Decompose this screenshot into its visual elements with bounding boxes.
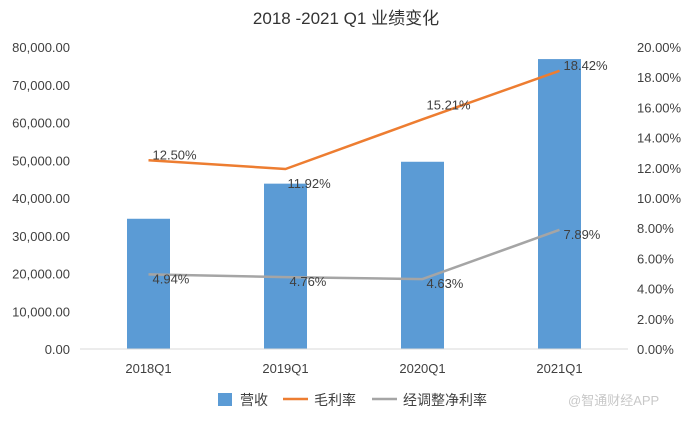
ratio-lines <box>148 69 560 281</box>
data-labels: 12.50% 11.92% 15.21% 18.42% 4.94% 4.76% 4.63% 7… <box>153 58 609 291</box>
right-tick-label: 6.00% <box>637 251 674 266</box>
legend-swatch-revenue <box>218 393 232 406</box>
legend-label-gross-margin: 毛利率 <box>314 392 356 408</box>
data-label: 4.76% <box>290 274 327 289</box>
right-tick-label: 2.00% <box>637 312 674 327</box>
right-tick-label: 20.00% <box>637 40 682 55</box>
left-tick-label: 80,000.00 <box>12 40 70 55</box>
legend-label-revenue: 营收 <box>240 392 268 408</box>
revenue-bar-2020Q1 <box>401 161 444 349</box>
left-tick-label: 50,000.00 <box>12 153 70 168</box>
data-label: 11.92% <box>288 176 332 191</box>
data-label: 12.50% <box>153 147 198 162</box>
left-tick-label: 40,000.00 <box>12 191 70 206</box>
right-tick-label: 12.00% <box>637 161 682 176</box>
data-label: 18.42% <box>564 58 609 73</box>
left-y-axis: 0.00 10,000.00 20,000.00 30,000.00 40,000.00… <box>12 40 70 357</box>
right-y-axis: 0.00% 2.00% 4.00% 6.00% 8.00% 10.00% 12.00% 14.… <box>637 40 682 357</box>
data-label: 15.21% <box>427 97 472 112</box>
left-tick-label: 10,000.00 <box>12 304 70 319</box>
left-tick-label: 30,000.00 <box>12 229 70 244</box>
left-tick-label: 60,000.00 <box>12 116 70 131</box>
left-tick-label: 0.00 <box>45 342 70 357</box>
x-tick-label: 2020Q1 <box>399 361 445 376</box>
right-tick-label: 14.00% <box>637 131 682 146</box>
line-series-gross-margin <box>148 69 560 171</box>
x-tick-label: 2019Q1 <box>262 361 308 376</box>
right-tick-label: 10.00% <box>637 191 682 206</box>
revenue-bar-2018Q1 <box>127 218 170 349</box>
chart-title: 2018 -2021 Q1 业绩变化 <box>253 9 439 28</box>
data-label: 7.89% <box>564 227 601 242</box>
data-label: 4.94% <box>153 271 190 286</box>
legend: 营收 毛利率 经调整净利率 <box>218 392 487 408</box>
watermark: @智通财经APP <box>568 393 659 408</box>
right-tick-label: 16.00% <box>637 100 682 115</box>
right-tick-label: 0.00% <box>637 342 674 357</box>
x-axis-ticks: 2018Q1 2019Q1 2020Q1 2021Q1 <box>125 361 582 376</box>
revenue-bars <box>127 59 581 350</box>
data-label: 4.63% <box>427 276 464 291</box>
right-tick-label: 18.00% <box>637 70 682 85</box>
revenue-bar-2019Q1 <box>264 183 307 349</box>
line-series-adjusted-net-margin <box>148 228 560 281</box>
left-tick-label: 70,000.00 <box>12 78 70 93</box>
legend-label-adjusted-net-margin: 经调整净利率 <box>403 392 487 408</box>
x-tick-label: 2021Q1 <box>536 361 582 376</box>
right-tick-label: 8.00% <box>637 221 674 236</box>
revenue-bar-2021Q1 <box>538 59 581 350</box>
x-tick-label: 2018Q1 <box>125 361 171 376</box>
left-tick-label: 20,000.00 <box>12 267 70 282</box>
right-tick-label: 4.00% <box>637 282 674 297</box>
